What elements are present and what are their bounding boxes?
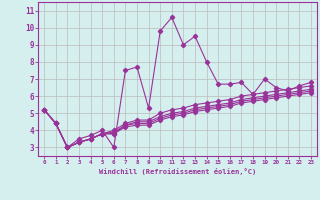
X-axis label: Windchill (Refroidissement éolien,°C): Windchill (Refroidissement éolien,°C) <box>99 168 256 175</box>
